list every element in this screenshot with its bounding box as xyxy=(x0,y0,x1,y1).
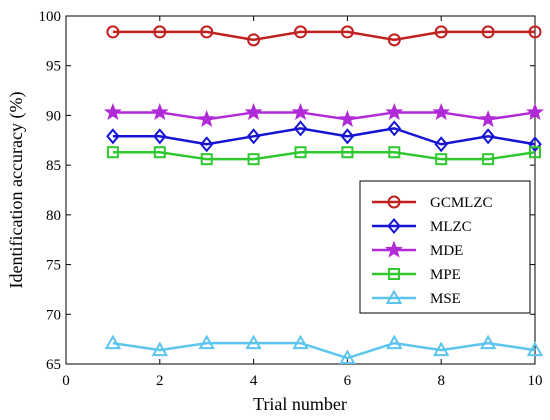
legend-item-mpe: MPE xyxy=(372,267,461,283)
legend-label-gcmlzc: GCMLZC xyxy=(430,195,493,211)
series-line-gcmlzc xyxy=(112,30,535,42)
point-gcmlzc xyxy=(294,25,307,39)
point-mse xyxy=(479,334,497,350)
point-mpe xyxy=(341,146,354,159)
legend-item-mde: MDE xyxy=(372,240,463,259)
point-mpe xyxy=(153,146,166,159)
legend-marker-mlzc xyxy=(387,217,401,235)
series-mlzc xyxy=(106,120,542,153)
x-tick-label: 6 xyxy=(344,373,352,389)
y-tick-label: 90 xyxy=(46,108,61,124)
legend-item-mse: MSE xyxy=(372,289,461,307)
legend-marker-mde xyxy=(385,240,403,258)
legend-marker-mse xyxy=(385,289,403,304)
legend-item-gcmlzc: GCMLZC xyxy=(372,195,493,211)
point-mse xyxy=(198,334,215,350)
legend-item-mlzc: MLZC xyxy=(372,217,472,235)
point-mde xyxy=(150,103,169,121)
y-tick-label: 100 xyxy=(39,9,62,25)
axis-ticks: 0 2 4 6 8 10 65 70 75 80 85 90 95 100 xyxy=(39,9,543,389)
point-mlzc xyxy=(106,128,120,145)
point-mlzc xyxy=(434,136,449,153)
point-mlzc xyxy=(246,128,261,145)
series-gcmlzc xyxy=(106,25,542,47)
point-mde xyxy=(244,103,263,121)
point-mse xyxy=(151,341,169,357)
point-mde xyxy=(338,110,357,128)
series-line-mse xyxy=(112,341,536,360)
legend-marker-gcmlzc xyxy=(387,195,401,209)
point-gcmlzc xyxy=(200,25,214,39)
point-gcmlzc xyxy=(528,25,542,39)
point-mlzc xyxy=(152,128,167,145)
legend-label-mde: MDE xyxy=(430,243,463,259)
point-mpe xyxy=(294,146,307,159)
x-tick-label: 0 xyxy=(62,373,70,389)
point-gcmlzc xyxy=(387,33,401,47)
legend-label-mlzc: MLZC xyxy=(430,219,472,235)
point-mse xyxy=(104,334,122,350)
legend: GCMLZC MLZC MDE MPE MSE xyxy=(359,180,531,314)
point-mlzc xyxy=(293,120,308,137)
series-layer xyxy=(103,25,544,365)
point-mpe xyxy=(388,146,401,159)
y-axis-title: Identification accuracy (%) xyxy=(6,92,27,289)
point-mlzc xyxy=(340,128,355,145)
series-mse xyxy=(104,334,544,365)
point-mlzc xyxy=(481,128,495,145)
series-mde xyxy=(103,103,544,128)
point-mde xyxy=(385,103,404,121)
y-tick-label: 80 xyxy=(46,208,61,224)
plot-frame xyxy=(65,15,536,365)
x-axis-title: Trial number xyxy=(253,394,347,414)
series-mpe xyxy=(106,146,541,166)
x-tick-label: 8 xyxy=(437,373,445,389)
legend-label-mpe: MPE xyxy=(430,267,461,283)
x-tick-label: 4 xyxy=(250,373,258,389)
point-mse xyxy=(386,334,403,350)
x-tick-label: 2 xyxy=(156,373,164,389)
y-tick-label: 85 xyxy=(46,158,61,174)
series-line-mpe xyxy=(112,150,536,161)
series-line-mlzc xyxy=(112,127,536,146)
point-mpe xyxy=(529,146,541,159)
point-mlzc xyxy=(528,136,542,153)
point-mlzc xyxy=(387,120,402,137)
point-mde xyxy=(103,103,122,121)
y-tick-label: 65 xyxy=(46,357,61,373)
y-tick-label: 70 xyxy=(46,307,61,323)
point-gcmlzc xyxy=(340,25,354,39)
legend-marker-mpe xyxy=(388,268,400,280)
point-mpe xyxy=(106,146,119,159)
point-gcmlzc xyxy=(481,25,495,39)
y-tick-label: 75 xyxy=(46,258,61,274)
x-tick-label: 10 xyxy=(528,373,543,389)
point-mpe xyxy=(435,153,448,166)
point-mde xyxy=(526,103,544,121)
point-mse xyxy=(245,334,262,350)
point-gcmlzc xyxy=(106,25,120,39)
point-gcmlzc xyxy=(434,25,448,39)
legend-label-mse: MSE xyxy=(430,291,461,307)
point-gcmlzc xyxy=(153,25,167,39)
point-mlzc xyxy=(199,136,214,153)
point-mse xyxy=(292,334,309,350)
y-tick-label: 95 xyxy=(46,59,61,75)
point-mpe xyxy=(247,153,260,166)
point-mpe xyxy=(200,153,213,166)
point-mse xyxy=(526,341,544,357)
point-gcmlzc xyxy=(247,33,261,47)
point-mse xyxy=(432,341,450,357)
point-mde xyxy=(291,103,310,121)
series-line-mde xyxy=(112,111,536,121)
point-mse xyxy=(339,349,356,365)
point-mpe xyxy=(482,153,495,166)
point-mde xyxy=(197,110,216,128)
point-mde xyxy=(479,110,498,128)
point-mde xyxy=(432,103,451,121)
